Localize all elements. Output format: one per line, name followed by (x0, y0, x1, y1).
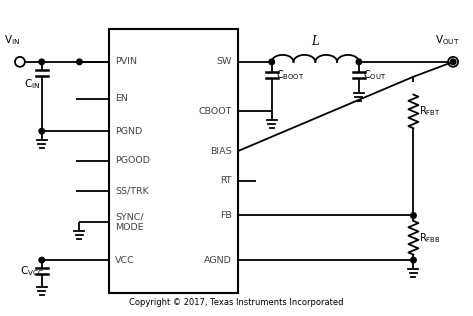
Text: $\mathsf{V_{OUT}}$: $\mathsf{V_{OUT}}$ (435, 33, 460, 47)
Circle shape (39, 129, 44, 134)
Text: $\mathsf{R_{FBB}}$: $\mathsf{R_{FBB}}$ (420, 231, 441, 245)
Text: $\mathsf{R_{FBT}}$: $\mathsf{R_{FBT}}$ (420, 105, 441, 118)
Circle shape (411, 257, 416, 263)
Circle shape (39, 257, 44, 263)
Text: EN: EN (115, 94, 128, 103)
Text: CBOOT: CBOOT (199, 107, 232, 116)
Text: AGND: AGND (204, 256, 232, 264)
Circle shape (77, 59, 82, 65)
Text: SYNC/
MODE: SYNC/ MODE (115, 213, 144, 232)
Text: $\mathsf{C_{OUT}}$: $\mathsf{C_{OUT}}$ (363, 68, 386, 82)
Circle shape (356, 59, 362, 65)
Text: VCC: VCC (115, 256, 135, 264)
Text: PVIN: PVIN (115, 57, 137, 66)
Text: PGOOD: PGOOD (115, 156, 150, 166)
Text: PGND: PGND (115, 127, 142, 136)
Text: BIAS: BIAS (210, 147, 232, 155)
Text: L: L (311, 35, 319, 48)
Circle shape (411, 213, 416, 218)
Text: SS/TRK: SS/TRK (115, 186, 149, 195)
Text: Copyright © 2017, Texas Instruments Incorporated: Copyright © 2017, Texas Instruments Inco… (129, 298, 343, 307)
Text: $\mathsf{C_{IN}}$: $\mathsf{C_{IN}}$ (24, 77, 40, 91)
Text: $\mathsf{V_{IN}}$: $\mathsf{V_{IN}}$ (4, 33, 20, 47)
Circle shape (269, 59, 274, 65)
Circle shape (39, 59, 44, 65)
Circle shape (450, 59, 456, 65)
Bar (109, 29, 238, 293)
Text: SW: SW (217, 57, 232, 66)
Text: RT: RT (220, 176, 232, 185)
Text: $\mathsf{C_{BOOT}}$: $\mathsf{C_{BOOT}}$ (276, 68, 304, 82)
Text: $\mathsf{C_{VCC}}$: $\mathsf{C_{VCC}}$ (20, 264, 44, 278)
Text: FB: FB (220, 211, 232, 220)
